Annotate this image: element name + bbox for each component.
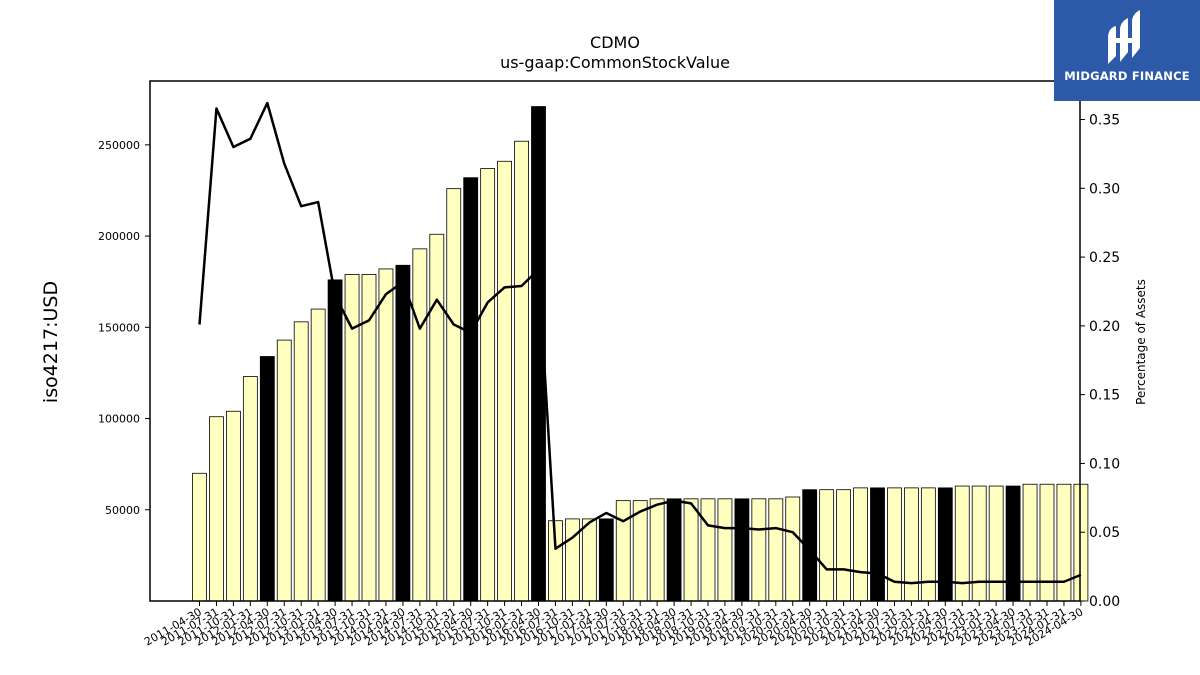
bar xyxy=(581,518,597,602)
y2-tick-label: 0.05 xyxy=(1089,525,1120,541)
y2-tick-label: 0.30 xyxy=(1089,181,1120,197)
bar xyxy=(751,498,767,602)
chart-title: CDMO xyxy=(590,33,640,52)
bar xyxy=(378,268,394,602)
bar xyxy=(598,518,614,602)
bar xyxy=(920,487,936,602)
bar xyxy=(395,264,411,602)
y-tick-label: 200000 xyxy=(98,230,140,243)
y-tick-label: 100000 xyxy=(98,413,140,426)
bar xyxy=(887,487,902,602)
bar xyxy=(310,308,326,602)
midgard-finance-logo: MIDGARD FINANCE xyxy=(1054,0,1200,101)
series-line xyxy=(198,101,1082,585)
bar xyxy=(480,168,496,602)
y2-tick-label: 0.00 xyxy=(1089,594,1120,610)
bar xyxy=(1056,483,1072,602)
bar xyxy=(327,279,343,602)
y-tick-label: 250000 xyxy=(98,139,140,152)
y2-tick-label: 0.15 xyxy=(1089,388,1120,404)
bar xyxy=(700,498,716,602)
bar xyxy=(446,188,462,602)
chart-subtitle: us-gaap:CommonStockValue xyxy=(500,53,730,72)
y2-tick-label: 0.35 xyxy=(1089,113,1120,129)
bar xyxy=(819,489,835,602)
bar xyxy=(463,177,479,602)
bar xyxy=(937,487,953,602)
bar xyxy=(565,518,580,602)
percentage-line xyxy=(198,101,1082,585)
y-axis-label: iso4217:USD xyxy=(40,281,62,403)
axes: 50000 100000 150000 200000 250000 0.00 0.05 0.1… xyxy=(98,80,1120,649)
bars xyxy=(192,106,1089,602)
y2-tick-label: 0.20 xyxy=(1089,319,1120,335)
bar xyxy=(988,485,1004,602)
y2-axis-label: Percentage of Assets xyxy=(1134,279,1148,405)
bar xyxy=(666,498,682,602)
bar xyxy=(615,500,631,602)
bar xyxy=(649,498,665,602)
bar xyxy=(768,498,784,602)
y-tick-label: 50000 xyxy=(105,504,140,517)
bar xyxy=(276,339,292,602)
bar xyxy=(785,496,801,602)
plot-frame xyxy=(149,80,1081,602)
bar xyxy=(717,498,733,602)
bar xyxy=(683,498,699,602)
bar xyxy=(497,160,513,602)
bar xyxy=(412,248,428,602)
midgard-logo-icon xyxy=(1108,10,1140,64)
y2-tick-label: 0.10 xyxy=(1089,456,1120,472)
bar xyxy=(192,472,207,602)
y2-tick-label: 0.25 xyxy=(1089,250,1120,266)
bar xyxy=(734,498,750,602)
bar xyxy=(971,485,987,602)
bar xyxy=(836,489,851,602)
bar xyxy=(1005,485,1021,602)
bar xyxy=(209,416,224,602)
bar xyxy=(225,410,241,602)
bar xyxy=(429,233,445,602)
bar xyxy=(870,487,885,602)
y-tick-label: 150000 xyxy=(98,321,140,334)
bar xyxy=(1022,483,1038,602)
bar xyxy=(293,321,309,602)
logo-text: MIDGARD FINANCE xyxy=(1064,69,1190,83)
bar xyxy=(1073,483,1089,602)
bar xyxy=(344,273,360,602)
bar xyxy=(242,376,258,602)
bar xyxy=(259,356,275,602)
bar xyxy=(1039,483,1055,602)
bar xyxy=(853,487,868,602)
bar xyxy=(514,140,529,602)
